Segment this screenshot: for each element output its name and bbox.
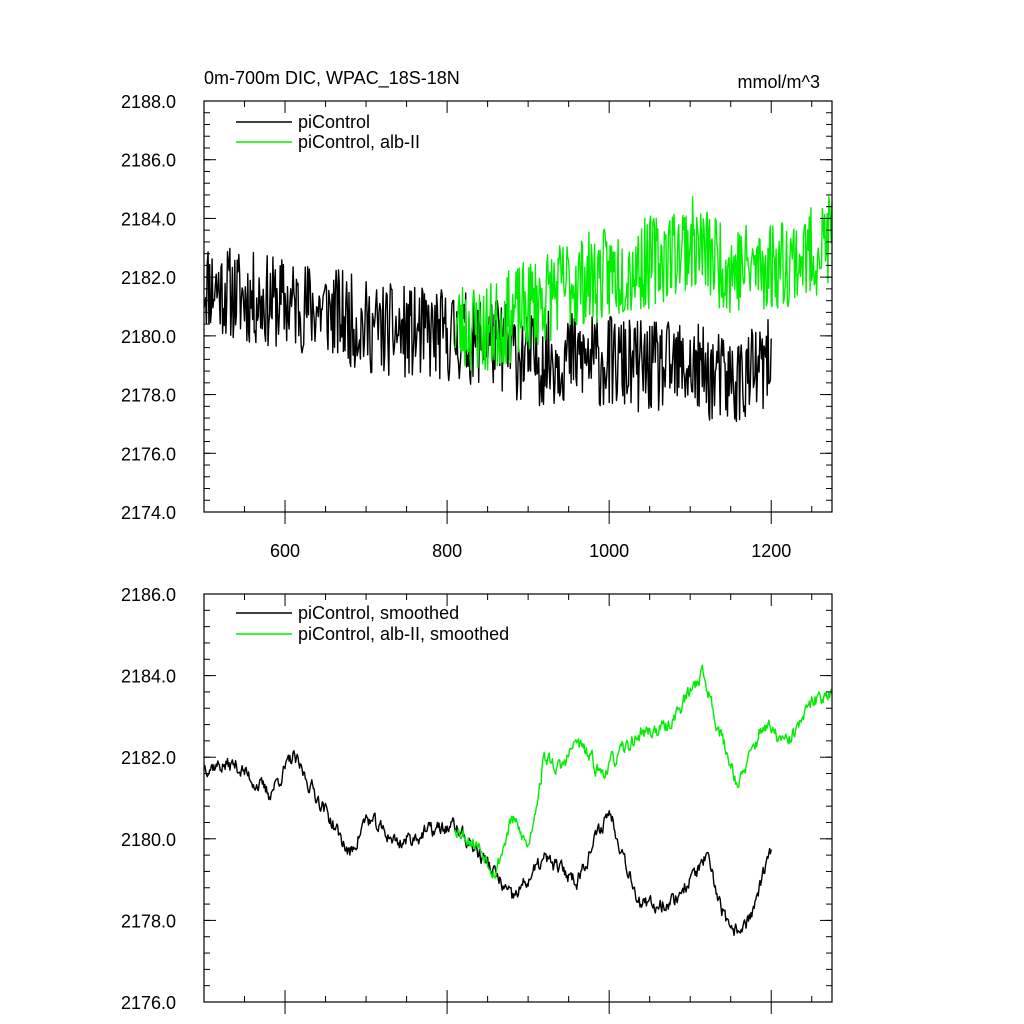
y-tick-label: 2180.0 [121, 327, 176, 347]
plot-frame [203, 593, 833, 1003]
x-tick-label: 600 [270, 541, 300, 561]
y-tick-label: 2182.0 [121, 748, 176, 768]
legend: piControl piControl, alb-II [236, 112, 420, 152]
y-tick-label: 2186.0 [121, 151, 176, 171]
y-tick-label: 2178.0 [121, 911, 176, 931]
y-tick-label: 2174.0 [121, 503, 176, 523]
smoothed-timeseries-panel: 2176.0 2178.0 2180.0 2182.0 2184.0 2186.0 piC… [121, 585, 833, 1014]
chart-title: 0m-700m DIC, WPAC_18S-18N [204, 68, 460, 89]
y-tick-label: 2184.0 [121, 667, 176, 687]
series-group [203, 195, 833, 423]
y-tick-label: 2182.0 [121, 268, 176, 288]
y-tick-label: 2176.0 [121, 993, 176, 1013]
legend-label-picontrol-alb-ii-smoothed: piControl, alb-II, smoothed [298, 624, 509, 644]
series-line-picontrol [203, 750, 772, 936]
plot-frame [203, 100, 833, 513]
y-tick-label: 2180.0 [121, 830, 176, 850]
x-tick-label: 800 [432, 541, 462, 561]
series-line-picontrol-alb-ii [454, 664, 833, 879]
legend-label-picontrol-smoothed: piControl, smoothed [298, 603, 459, 623]
legend: piControl, smoothed piControl, alb-II, s… [236, 603, 509, 644]
legend-label-picontrol-alb-ii: piControl, alb-II [298, 132, 420, 152]
raw-timeseries-panel: 0m-700m DIC, WPAC_18S-18N mmol/m^3 600 80… [121, 68, 833, 561]
legend-label-picontrol: piControl [298, 112, 370, 132]
y-tick-label: 2178.0 [121, 386, 176, 406]
series-group [203, 664, 833, 936]
y-tick-label: 2176.0 [121, 444, 176, 464]
x-tick-label: 1000 [589, 541, 629, 561]
units-label: mmol/m^3 [738, 72, 820, 92]
y-tick-label: 2184.0 [121, 209, 176, 229]
series-line-picontrol-alb-ii [454, 195, 833, 371]
axes-group: 2176.0 2178.0 2180.0 2182.0 2184.0 2186.0 [121, 585, 832, 1014]
y-tick-label: 2188.0 [121, 92, 176, 112]
x-tick-label: 1200 [751, 541, 791, 561]
y-tick-label: 2186.0 [121, 585, 176, 605]
axes-group: 600 800 1000 1200 2174.0 2176.0 2178.0 2180.0 21… [121, 92, 832, 561]
